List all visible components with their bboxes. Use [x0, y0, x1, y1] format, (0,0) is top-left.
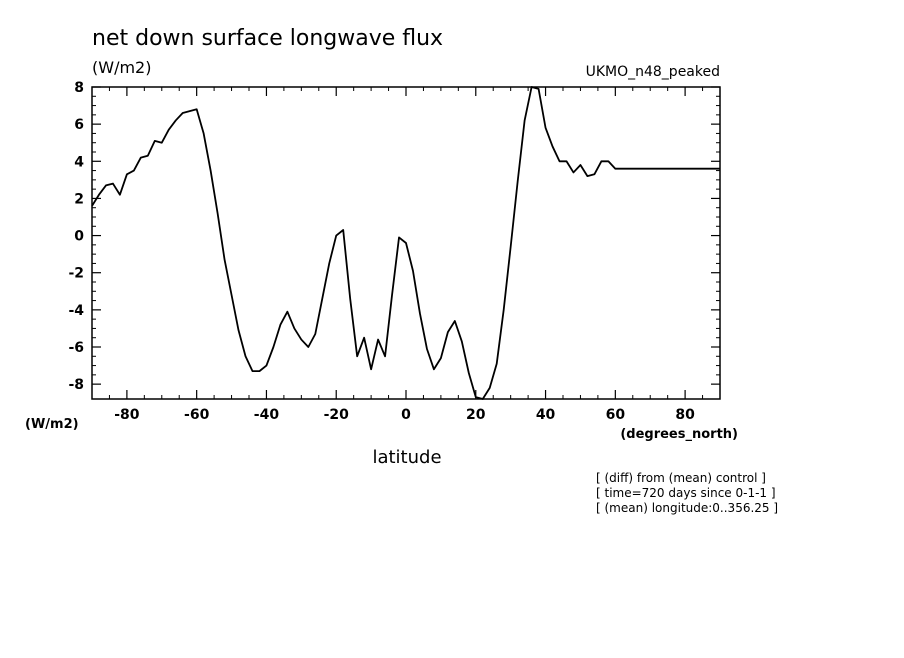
x-axis-unit: (degrees_north) — [620, 427, 738, 442]
y-tick-label: 4 — [74, 154, 84, 170]
note-line-2: [ time=720 days since 0-1-1 ] — [596, 486, 776, 500]
y-tick-label: -4 — [68, 303, 84, 319]
y-unit-top: (W/m2) — [92, 58, 151, 77]
x-tick-label: -40 — [254, 407, 280, 423]
y-tick-label: 0 — [74, 229, 84, 245]
x-axis: -80 -60 -40 -20 0 20 40 60 80 — [91, 87, 721, 423]
x-tick-label: -20 — [324, 407, 350, 423]
x-tick-label: 40 — [536, 407, 556, 423]
x-axis-label: latitude — [372, 447, 441, 468]
dataset-label: UKMO_n48_peaked — [586, 64, 720, 80]
x-tick-label: 60 — [606, 407, 626, 423]
y-axis-unit: (W/m2) — [25, 417, 79, 432]
note-line-1: [ (diff) from (mean) control ] — [596, 471, 766, 485]
y-tick-label: 8 — [74, 80, 84, 96]
y-tick-label: -6 — [68, 340, 84, 356]
y-axis: -8 -6 -4 -2 0 2 4 6 8 — [68, 80, 720, 393]
plot-frame — [91, 86, 721, 400]
note-line-3: [ (mean) longitude:0..356.25 ] — [596, 501, 778, 515]
x-tick-label: 0 — [401, 407, 411, 423]
series-line — [91, 86, 720, 400]
x-tick-label: 20 — [466, 407, 486, 423]
y-tick-label: -2 — [68, 266, 84, 282]
y-tick-label: 2 — [74, 191, 84, 207]
x-tick-label: 80 — [675, 407, 695, 423]
y-tick-label: 6 — [74, 117, 84, 133]
y-tick-label: -8 — [68, 377, 84, 393]
chart-title: net down surface longwave flux — [92, 26, 443, 51]
x-tick-label: -80 — [114, 407, 140, 423]
x-tick-label: -60 — [184, 407, 210, 423]
